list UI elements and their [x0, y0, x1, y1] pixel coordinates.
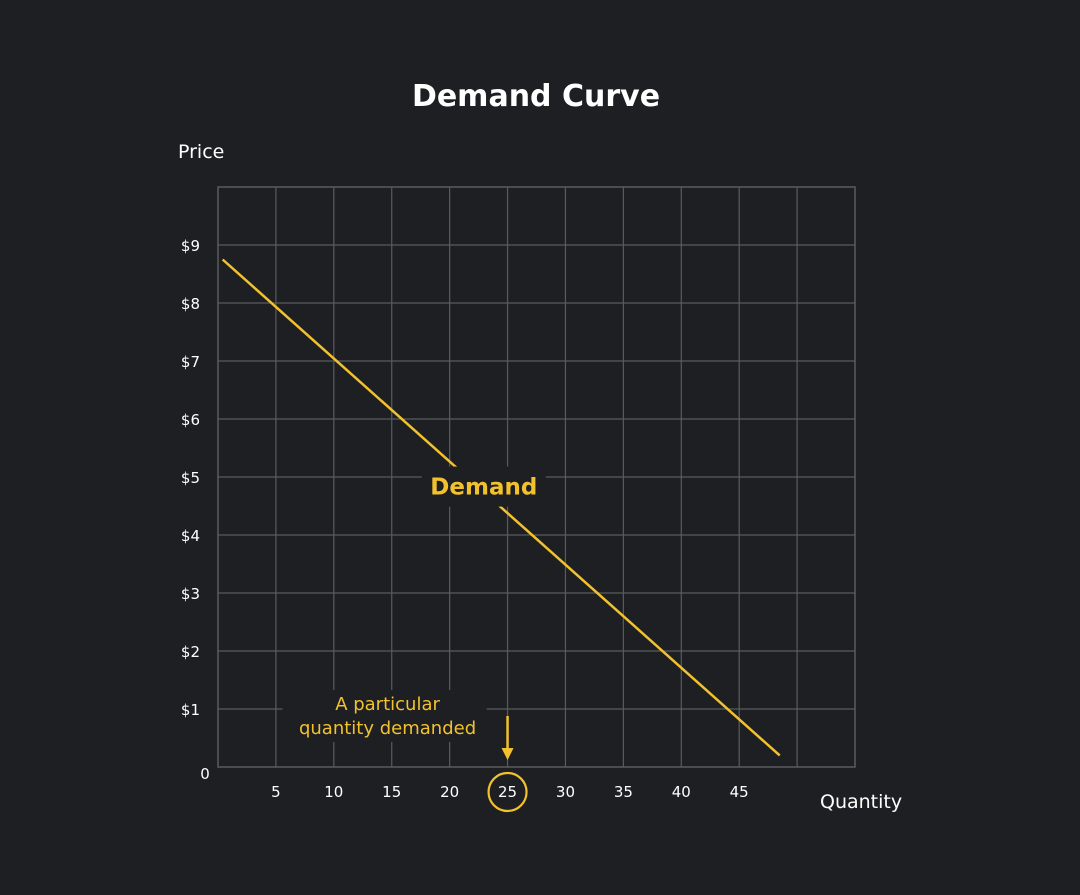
series-label-background [421, 466, 546, 507]
x-tick-label: 45 [730, 783, 749, 801]
chart-title: Demand Curve [412, 79, 660, 114]
y-tick-label: $5 [181, 469, 200, 487]
annotation-text-line: quantity demanded [299, 718, 476, 739]
x-tick-label: 5 [271, 783, 281, 801]
y-axis-label: Price [178, 141, 224, 163]
x-tick-label: 30 [556, 783, 575, 801]
x-tick-label: 20 [440, 783, 459, 801]
x-tick-label: 40 [672, 783, 691, 801]
y-tick-label: $4 [181, 527, 200, 545]
origin-label: 0 [200, 765, 210, 783]
annotation-arrow-head [501, 748, 514, 760]
annotation-text-line: A particular [335, 694, 440, 715]
y-tick-label: $8 [181, 295, 200, 313]
series-label-demand: Demand [430, 475, 537, 501]
tick-labels: $1 $2 $3 $4 $5 $6 $7 $8 $9 5 10 15 20 25 30 35 40 45 [181, 237, 749, 801]
annotation-layer: A particular quantity demanded [282, 690, 528, 813]
y-tick-label: $1 [181, 701, 200, 719]
grid [217, 186, 856, 768]
series-layer: Demand [221, 258, 781, 757]
annotation-background [282, 690, 487, 742]
demand-line [221, 258, 781, 757]
y-tick-label: $6 [181, 411, 200, 429]
x-tick-label: 25 [498, 783, 517, 801]
y-tick-label: $3 [181, 585, 200, 603]
highlight-circle [487, 771, 528, 813]
y-tick-label: $9 [181, 237, 200, 255]
x-tick-label: 15 [382, 783, 401, 801]
y-tick-label: $2 [181, 643, 200, 661]
x-tick-label: 35 [614, 783, 633, 801]
y-tick-label: $7 [181, 353, 200, 371]
x-axis-label: Quantity [820, 791, 902, 813]
x-tick-label: 10 [324, 783, 343, 801]
